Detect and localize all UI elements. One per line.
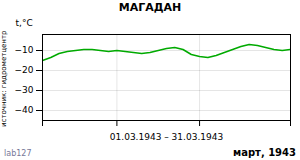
html-text:МАГАДАН: МАГАДАН — [118, 1, 182, 14]
svg-text:01.03.1943 – 31.03.1943: 01.03.1943 – 31.03.1943 — [110, 132, 223, 142]
svg-text:−20: −20 — [15, 65, 34, 75]
html-text:lab127: lab127 — [4, 149, 32, 158]
svg-text:−30: −30 — [15, 85, 34, 95]
html-text:март, 1943: март, 1943 — [233, 147, 296, 158]
svg-text:t,°C: t,°C — [16, 18, 33, 28]
svg-text:−40: −40 — [15, 105, 34, 115]
svg-text:−10: −10 — [15, 45, 34, 55]
html-text:источник: гидрометцентр: источник: гидрометцентр — [0, 30, 8, 128]
